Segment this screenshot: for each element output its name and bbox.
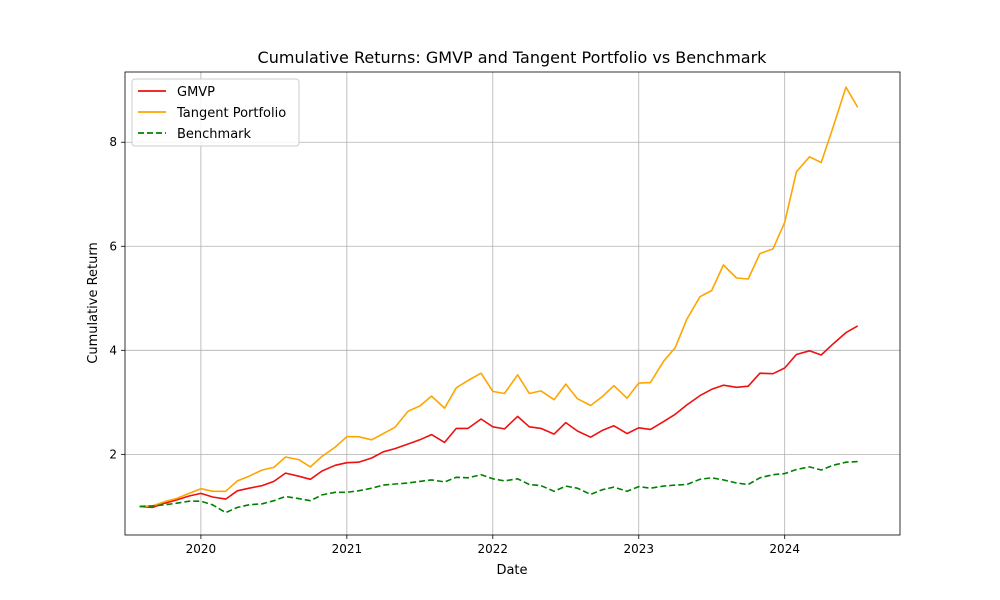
y-tick-label: 8 — [109, 135, 117, 149]
y-tick-label: 2 — [109, 447, 117, 461]
chart-title: Cumulative Returns: GMVP and Tangent Por… — [258, 48, 768, 67]
grid — [125, 72, 900, 535]
legend-box — [131, 78, 300, 147]
y-tick-label: 4 — [109, 343, 117, 357]
x-axis-label: Date — [496, 563, 527, 578]
legend-label-benchmark: Benchmark — [177, 127, 252, 142]
plot-area-frame — [124, 71, 901, 536]
x-tick-label: 2022 — [478, 542, 509, 556]
legend-label-tangent-portfolio: Tangent Portfolio — [176, 106, 286, 121]
series-line-tangent-portfolio — [139, 86, 859, 508]
series-layer — [139, 86, 859, 514]
x-tick-label: 2020 — [186, 542, 217, 556]
series-line-gmvp — [139, 325, 859, 509]
x-tick-label: 2021 — [332, 542, 363, 556]
y-tick-label: 6 — [109, 239, 117, 253]
y-axis: 2 4 6 8 — [109, 135, 125, 461]
y-axis-label: Cumulative Return — [86, 242, 101, 363]
x-axis: 2020 2021 2022 2023 2024 — [186, 535, 800, 556]
legend: GMVP Tangent Portfolio Benchmark — [131, 78, 300, 147]
legend-label-gmvp: GMVP — [177, 85, 215, 100]
x-tick-label: 2023 — [623, 542, 654, 556]
series-line-benchmark — [139, 460, 858, 514]
x-tick-label: 2024 — [769, 542, 800, 556]
